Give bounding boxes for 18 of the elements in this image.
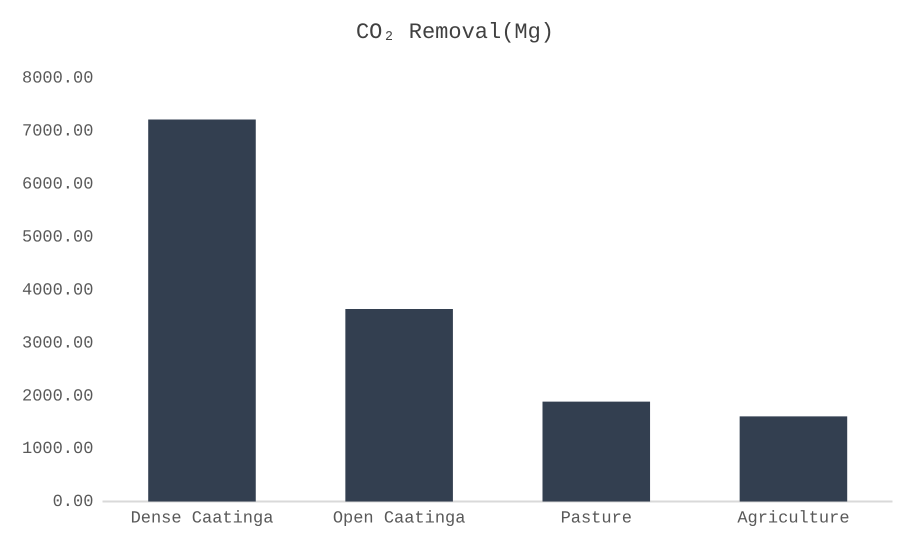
- y-tick-label: 8000.00: [22, 70, 94, 89]
- x-tick-label: Agriculture: [737, 509, 850, 528]
- y-tick-label: 7000.00: [22, 122, 94, 142]
- bar: [542, 402, 650, 502]
- chart-title: CO₂ Removal(Mg): [354, 19, 556, 47]
- y-tick-label: 1000.00: [22, 440, 94, 460]
- bar: [740, 416, 848, 502]
- y-tick-label: 2000.00: [22, 387, 94, 406]
- y-tick-label: 0.00: [52, 493, 94, 512]
- y-tick-label: 4000.00: [22, 281, 94, 300]
- y-tick-label: 3000.00: [22, 334, 94, 354]
- x-tick-label: Pasture: [560, 509, 632, 528]
- x-tick-label: Open Caatinga: [332, 509, 466, 528]
- y-tick-label: 6000.00: [22, 176, 94, 195]
- x-tick-label: Dense Caatinga: [130, 509, 274, 528]
- bar: [148, 119, 256, 502]
- bar: [345, 308, 453, 502]
- y-tick-label: 5000.00: [22, 228, 94, 248]
